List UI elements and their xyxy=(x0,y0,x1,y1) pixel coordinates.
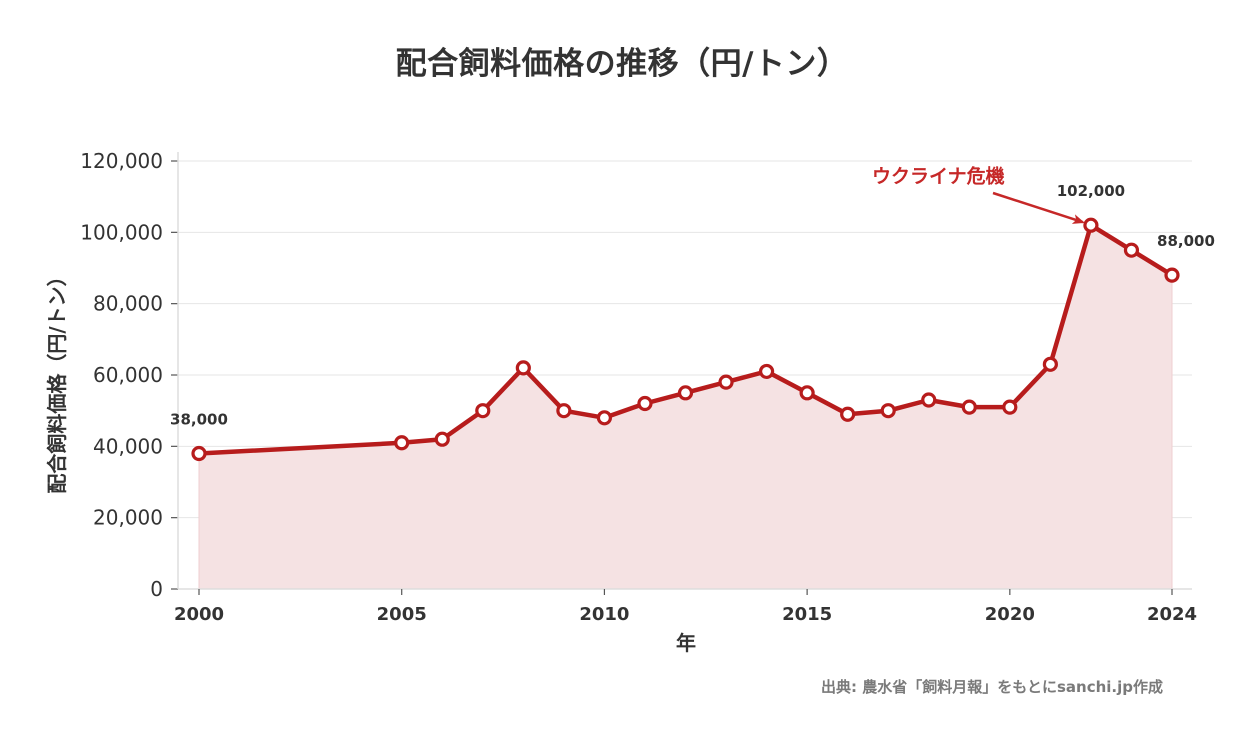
data-point-marker xyxy=(434,431,450,447)
x-axis-label: 年 xyxy=(676,631,696,655)
data-point-marker xyxy=(880,403,896,419)
y-tick-label: 80,000 xyxy=(93,292,163,316)
data-point-marker xyxy=(1083,217,1099,233)
x-tick-label: 2024 xyxy=(1147,604,1197,625)
data-point-marker xyxy=(191,445,207,462)
x-tick-label: 2010 xyxy=(579,604,629,625)
data-point-marker xyxy=(637,395,653,412)
axes: 0 20,000 40,000 60,000 80,000 100,000 120,000 2… xyxy=(80,149,1197,625)
y-tick-label: 20,000 xyxy=(93,506,163,530)
x-tick-label: 2000 xyxy=(174,604,224,625)
annotations: ウクライナ危機 xyxy=(872,164,1085,224)
data-labels: 38,000 102,000 88,000 xyxy=(170,182,1215,428)
y-tick-label: 0 xyxy=(150,577,163,601)
data-point-marker xyxy=(1164,267,1180,283)
data-point-marker xyxy=(718,374,734,390)
source-credit: 出典: 農水省「飼料月報」をもとにsanchi.jp作成 xyxy=(821,678,1163,696)
data-point-marker xyxy=(596,410,613,426)
data-markers xyxy=(191,217,1180,462)
annotation-arrow xyxy=(992,191,1085,224)
annotation-text: ウクライナ危機 xyxy=(872,164,1005,187)
data-point-marker xyxy=(921,392,937,408)
area-fill xyxy=(198,224,1173,590)
data-point-marker xyxy=(475,403,491,419)
y-tick-label: 100,000 xyxy=(80,220,163,244)
y-tick-label: 120,000 xyxy=(80,149,163,173)
data-point-marker xyxy=(394,435,410,451)
x-tick-label: 2005 xyxy=(377,604,427,625)
data-value-label: 102,000 xyxy=(1057,182,1125,200)
data-point-marker xyxy=(1002,399,1018,415)
data-point-marker xyxy=(1123,242,1140,258)
y-tick-label: 40,000 xyxy=(93,434,163,458)
data-point-marker xyxy=(758,363,775,380)
data-point-marker xyxy=(840,406,856,422)
data-point-marker xyxy=(799,385,815,401)
y-tick-label: 60,000 xyxy=(93,363,163,387)
data-point-marker xyxy=(961,399,977,415)
data-point-marker xyxy=(677,385,694,401)
x-tick-label: 2020 xyxy=(985,604,1035,625)
data-value-label: 38,000 xyxy=(170,410,228,428)
chart-title: 配合飼料価格の推移（円/トン） xyxy=(395,46,849,82)
y-axis-label: 配合飼料価格（円/トン） xyxy=(45,266,69,493)
x-tick-label: 2015 xyxy=(782,604,832,625)
area-fill-polygon xyxy=(198,224,1173,590)
data-value-label: 88,000 xyxy=(1157,232,1215,250)
data-point-marker xyxy=(556,403,572,419)
data-point-marker xyxy=(1042,356,1058,372)
data-point-marker xyxy=(515,360,531,376)
